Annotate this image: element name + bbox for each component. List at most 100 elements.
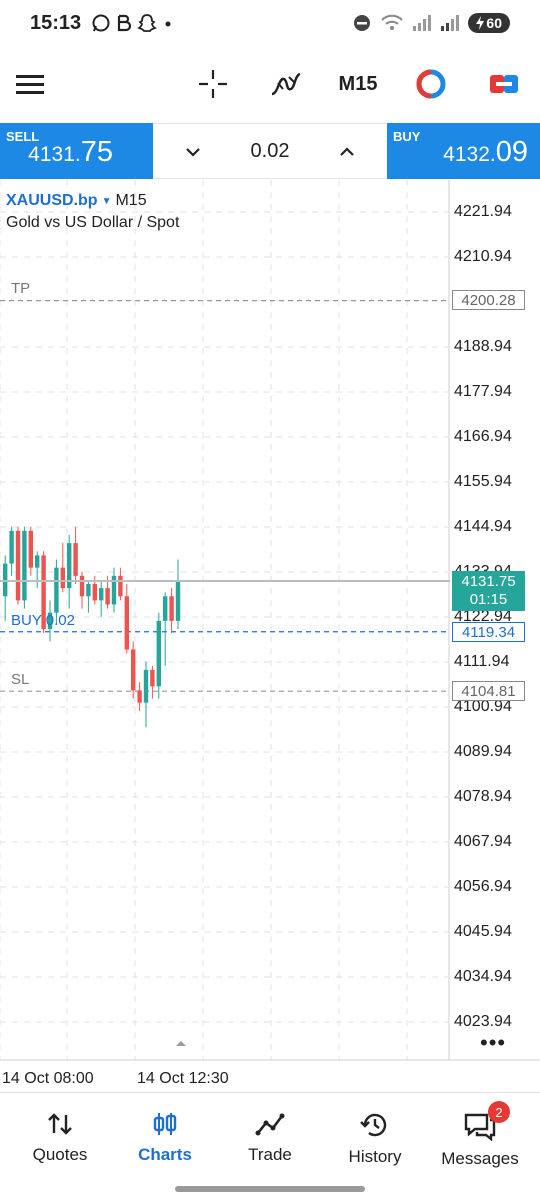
indicators-icon [271,72,301,96]
sl-label: SL [11,671,30,688]
volume-increase-button[interactable] [337,142,357,162]
nav-messages-label: Messages [441,1149,519,1168]
candle-body-13 [86,584,91,597]
candle-body-26 [169,596,174,621]
sell-price-main: 4131. [28,143,81,166]
candle-body-1 [9,530,14,564]
candle-body-14 [92,584,97,601]
price-axis-label: 4023.94 [454,1013,512,1030]
bottom-navigation: Quotes Charts Trade History 2 Messages [0,1092,540,1180]
time-label-1: 14 Oct 08:00 [2,1070,94,1087]
timeframe-button[interactable]: M15 [338,72,378,95]
hamburger-icon [16,75,44,94]
buy-label: BUY [393,129,421,144]
candle-body-22 [143,669,149,703]
nav-charts[interactable]: Charts [111,1093,219,1181]
trade-icon [255,1113,285,1136]
crosshair-icon [199,70,227,98]
volume-decrease-button[interactable] [183,142,203,162]
symbol-header[interactable]: XAUUSD.bp ▼ M15 [6,192,147,210]
sl-price-tag[interactable]: 4104.81 [452,681,525,701]
crosshair-button[interactable] [192,62,234,106]
tp-label: TP [11,280,31,297]
current-price: 4131.75 [461,573,516,590]
more-options-icon[interactable]: ••• [480,1030,507,1055]
status-bar: 15:13 60 [0,0,540,46]
signal-icon [413,15,432,31]
price-axis-label: 4177.94 [454,383,512,400]
price-axis-label: 4188.94 [454,338,512,355]
messages-icon [464,1113,496,1141]
buy-button[interactable]: BUY 4132.09 [387,123,540,179]
symbol-description: Gold vs US Dollar / Spot [6,214,180,231]
dot-icon [165,21,171,27]
bar-countdown: 01:15 [469,591,508,608]
time-label-2: 14 Oct 12:30 [137,1070,229,1087]
symbol-timeframe: M15 [115,192,147,209]
nav-charts-label: Charts [138,1145,192,1164]
price-axis-label: 4166.94 [454,428,512,445]
trade-panel-button[interactable] [484,62,524,106]
signal-icon-2 [441,15,460,31]
price-axis-label: 4078.94 [454,788,512,805]
time-scroll-marker [176,1041,186,1046]
candle-body-5 [35,555,40,568]
nav-quotes[interactable]: Quotes [6,1093,114,1181]
sell-label: SELL [6,129,40,144]
charging-icon [476,16,485,30]
status-time: 15:13 [30,11,82,34]
wifi-icon [381,14,404,30]
sell-price: 4131.75 [28,136,113,169]
position-label[interactable]: BUY 0.02 [11,612,75,629]
candle-body-20 [131,649,136,691]
whatsapp-icon [92,14,110,32]
candle-body-23 [150,669,155,687]
trade-panel-icon [490,75,518,93]
candle-body-4 [28,530,33,568]
position-price-tag[interactable]: 4119.34 [452,622,525,642]
price-axis-label: 4111.94 [454,653,510,670]
history-icon [360,1113,387,1137]
one-click-trading-button[interactable] [410,62,452,106]
nav-trade[interactable]: Trade [216,1093,324,1181]
indicators-button[interactable] [264,62,308,106]
price-axis-label: 4122.94 [454,608,512,625]
price-axis-label: 4210.94 [454,248,512,265]
candle-body-27 [175,580,181,621]
volume-value[interactable]: 0.02 [250,140,290,162]
menu-button[interactable] [10,62,50,106]
chart-canvas[interactable] [0,180,540,1092]
dnd-icon [354,15,371,31]
sell-button[interactable]: SELL 4131.75 [0,123,153,179]
buy-price-main: 4132. [443,143,496,166]
messages-badge: 2 [488,1101,510,1123]
tp-price-tag[interactable]: 4200.28 [452,290,525,310]
buy-price-big: 09 [495,136,528,168]
battery-indicator: 60 [468,13,510,33]
charts-icon [153,1113,177,1135]
home-indicator[interactable] [175,1186,365,1192]
one-click-trading-icon [416,69,446,99]
symbol-name: XAUUSD.bp [6,192,98,209]
price-axis-label: 4034.94 [454,968,512,985]
candle-body-16 [105,588,110,605]
candle-body-0 [3,563,8,597]
price-axis-label: 4155.94 [454,473,512,490]
price-chart[interactable]: XAUUSD.bp ▼ M15 Gold vs US Dollar / Spot… [0,180,540,1092]
candle-body-7 [47,612,53,630]
candle-body-15 [99,588,104,601]
nav-messages[interactable]: 2 Messages [426,1093,534,1181]
candle-body-10 [67,543,72,589]
candle-body-11 [73,543,78,576]
price-axis-label: 4089.94 [454,743,512,760]
candle-body-21 [137,690,142,703]
candle-body-8 [54,567,59,613]
battery-level: 60 [486,15,502,31]
candle-body-19 [124,596,129,650]
snapchat-icon [137,14,158,32]
nav-history[interactable]: History [321,1093,429,1181]
quotes-icon [48,1113,72,1135]
candle-body-2 [15,530,21,601]
candle-body-25 [163,596,168,621]
candle-body-6 [41,555,46,630]
